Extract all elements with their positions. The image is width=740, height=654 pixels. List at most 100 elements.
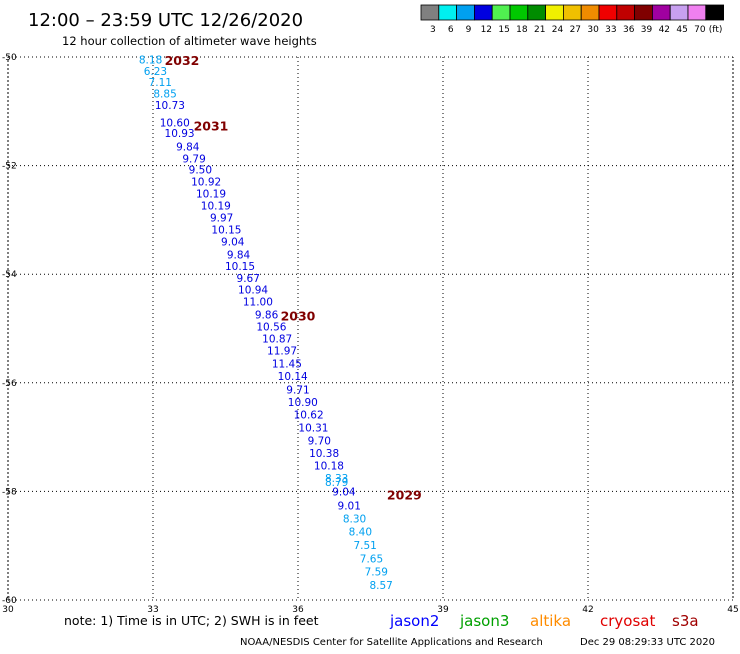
x-tick-label: 30 (2, 605, 14, 615)
legend-swatch (705, 4, 724, 21)
wave-height-label: 11.45 (272, 359, 302, 371)
wave-height-label: 8.40 (349, 526, 372, 538)
credit-text: NOAA/NESDIS Center for Satellite Applica… (240, 637, 543, 648)
plot-grid (7, 56, 734, 601)
legend-swatch (580, 4, 600, 21)
wave-height-label: 9.01 (338, 500, 361, 512)
pass-time-label: 2032 (165, 53, 200, 68)
satellite-name-cryosat: cryosat (600, 612, 655, 630)
legend-label: 36 (623, 25, 635, 35)
satellite-name-s3a: s3a (672, 612, 699, 630)
legend-label: 45 (676, 25, 687, 35)
legend-label: 21 (534, 25, 545, 35)
legend-swatch (456, 4, 475, 21)
wave-height-label: 6.23 (144, 66, 167, 78)
wave-height-label: 10.15 (225, 261, 255, 273)
wave-height-label: 10.31 (298, 423, 328, 435)
wave-height-label: 8.18 (139, 55, 162, 67)
legend-swatch (669, 4, 689, 21)
wave-height-label: 8.85 (153, 89, 176, 101)
wave-height-label: 9.84 (176, 141, 200, 153)
wave-height-label: 10.94 (238, 285, 268, 297)
wave-height-label: 9.86 (255, 310, 279, 322)
legend-swatch (438, 4, 457, 21)
y-tick-label: -60 (2, 596, 17, 606)
wave-height-label: 7.65 (360, 554, 383, 566)
legend-swatch (652, 4, 671, 21)
wave-height-label: 10.56 (256, 322, 286, 334)
wave-height-label: 10.90 (288, 397, 318, 409)
wave-height-label: 10.87 (262, 334, 292, 346)
legend-label: 39 (641, 25, 653, 35)
axis-tick-labels: 30 33 36 39 42 45 -50 -52 -54 -56 -58 -60 (2, 53, 739, 615)
wave-height-label: 10.62 (294, 410, 324, 422)
legend-label: 9 (466, 25, 472, 35)
wave-height-label: 11.97 (267, 346, 297, 358)
wave-height-label: 8.33 (325, 473, 348, 485)
color-legend: 3 6 9 12 15 18 21 24 27 30 33 36 39 42 45 70 (ft) (420, 4, 724, 35)
legend-swatch (527, 4, 546, 21)
wave-height-label: 10.60 (160, 118, 190, 130)
wave-height-label: 10.38 (309, 448, 339, 460)
wave-height-label: 9.70 (308, 436, 331, 448)
wave-height-label: 9.04 (332, 487, 356, 499)
x-tick-label: 33 (147, 605, 158, 615)
satellite-name-jason2: jason2 (389, 612, 439, 630)
wave-height-label: 10.93 (165, 128, 195, 140)
chart-subtitle: 12 hour collection of altimeter wave hei… (62, 34, 317, 48)
legend-label: 42 (659, 25, 670, 35)
legend-label: 18 (516, 25, 528, 35)
legend-swatch (616, 4, 635, 21)
pass-time-label: 2029 (387, 488, 422, 503)
legend-label: 24 (552, 25, 564, 35)
wave-height-label: 9.97 (210, 213, 233, 225)
legend-swatch (545, 4, 564, 21)
plot-border (7, 56, 734, 601)
legend-label: 12 (481, 25, 492, 35)
y-tick-label: -58 (2, 487, 17, 497)
legend-swatch (563, 4, 582, 21)
wave-height-label: 9.04 (221, 236, 245, 248)
wave-height-label: 8.57 (369, 580, 392, 592)
wave-height-label: 11.00 (243, 297, 273, 309)
legend-label: 33 (605, 25, 616, 35)
wave-height-label: 10.14 (278, 371, 308, 383)
legend-swatch (420, 4, 440, 21)
wave-height-label: 10.92 (191, 177, 221, 189)
wave-height-label: 7.51 (353, 540, 376, 552)
wave-height-label: 9.67 (237, 273, 260, 285)
legend-swatch (491, 4, 511, 21)
x-tick-label: 42 (582, 605, 593, 615)
legend-swatch (598, 4, 618, 21)
legend-swatch (634, 4, 653, 21)
pass-time-labels: 2032 2031 2030 2029 (165, 53, 422, 502)
x-tick-label: 45 (727, 605, 738, 615)
wave-height-label: 10.15 (211, 224, 241, 236)
wave-height-label: 7.59 (365, 567, 388, 579)
legend-label: 27 (570, 25, 581, 35)
wave-height-label: 10.19 (201, 201, 231, 213)
legend-swatch (473, 4, 493, 21)
x-tick-label: 36 (292, 605, 304, 615)
timestamp-text: Dec 29 08:29:33 UTC 2020 (580, 637, 715, 648)
legend-swatch (687, 4, 707, 21)
wave-height-label: 7.11 (149, 77, 172, 89)
legend-label: 70 (694, 25, 706, 35)
wave-height-label: 9.50 (189, 165, 212, 177)
wave-height-label: 9.71 (286, 385, 309, 397)
chart-title: 12:00 – 23:59 UTC 12/26/2020 (28, 10, 303, 31)
legend-label: 15 (498, 25, 509, 35)
legend-swatch (509, 4, 529, 21)
wave-height-label: 8.30 (343, 513, 366, 525)
wave-height-values: 8.186.237.118.8510.7310.6010.939.849.799… (139, 55, 393, 593)
x-tick-label: 39 (437, 605, 449, 615)
y-tick-label: -56 (2, 379, 17, 389)
pass-time-label: 2030 (281, 308, 316, 323)
legend-label: 6 (448, 25, 454, 35)
y-tick-label: -52 (2, 162, 17, 172)
y-tick-label: -54 (2, 270, 17, 280)
wave-height-label: 10.19 (196, 189, 226, 201)
satellite-name-altika: altika (530, 612, 571, 630)
